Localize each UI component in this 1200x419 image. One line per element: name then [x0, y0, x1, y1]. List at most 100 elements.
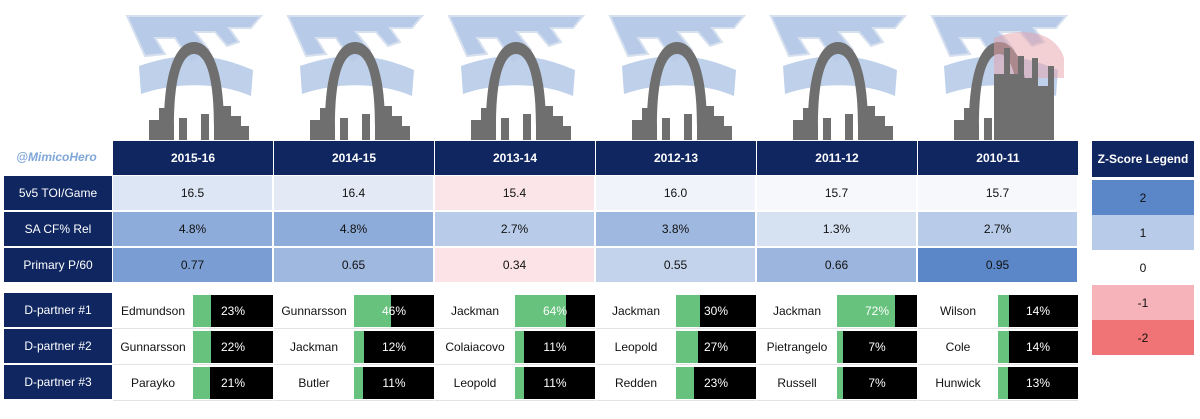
partner-name: Hunwick	[935, 376, 981, 390]
toi-share-percent: 23%	[220, 304, 246, 318]
toi-share-percent: 14%	[1025, 304, 1051, 318]
stat-cell: 0.66	[757, 248, 917, 283]
partner-cell: Russell 7%	[757, 365, 917, 401]
toi-share-bar: 11%	[515, 367, 595, 399]
toi-share-percent: 14%	[1025, 340, 1051, 354]
stat-cell: 1.3%	[757, 212, 917, 247]
partner-name: Russell	[777, 376, 817, 390]
legend-item: 0	[1092, 250, 1194, 285]
partner-name: Jackman	[289, 340, 339, 354]
partner-cell: Jackman 30%	[596, 293, 756, 329]
st-louis-blues-arch-skyline-logo-icon	[441, 8, 591, 140]
partner-name: Colaiacovo	[445, 340, 505, 354]
season-header: 2011-12	[757, 141, 917, 175]
toi-share-fill	[676, 295, 700, 327]
toi-share-percent: 72%	[864, 304, 890, 318]
toi-share-bar: 64%	[515, 295, 595, 327]
toi-share-fill	[193, 295, 211, 327]
toi-share-fill	[515, 295, 566, 327]
toi-share-percent: 30%	[703, 304, 729, 318]
toi-share-bar: 14%	[998, 295, 1078, 327]
stat-cell: 2.7%	[435, 212, 595, 247]
partner-cell: Gunnarsson 46%	[274, 293, 434, 329]
st-louis-blues-arch-skyline-logo-icon	[602, 8, 752, 140]
stat-cell: 0.77	[113, 248, 273, 283]
stat-cell: 15.4	[435, 176, 595, 211]
toi-share-bar: 21%	[193, 367, 273, 399]
st-louis-blues-arch-skyline-logo-icon	[119, 8, 269, 140]
st-louis-blues-arch-skyline-logo-icon	[924, 8, 1074, 140]
partner-cell: Jackman 72%	[757, 293, 917, 329]
logo-strip	[113, 8, 1083, 140]
stat-cell: 0.65	[274, 248, 434, 283]
toi-share-percent: 12%	[381, 340, 407, 354]
partner-cell: Edmundson 23%	[113, 293, 273, 329]
toi-share-fill	[837, 331, 843, 363]
partner-cell: Colaiacovo 11%	[435, 329, 595, 365]
toi-share-percent: 13%	[1025, 376, 1051, 390]
toi-share-bar: 27%	[676, 331, 756, 363]
stat-cell: 15.7	[918, 176, 1078, 211]
season-header: 2010-11	[918, 141, 1078, 175]
partner-name: Gunnarsson	[281, 304, 347, 318]
toi-share-bar: 23%	[676, 367, 756, 399]
partner-name: Jackman	[450, 304, 500, 318]
partner-name: Jackman	[611, 304, 661, 318]
stat-cell: 16.4	[274, 176, 434, 211]
toi-share-percent: 27%	[703, 340, 729, 354]
toi-share-bar: 23%	[193, 295, 273, 327]
toi-share-bar: 13%	[998, 367, 1078, 399]
toi-share-bar: 14%	[998, 331, 1078, 363]
partner-row-label: D-partner #1	[4, 293, 112, 329]
partner-cell: Pietrangelo 7%	[757, 329, 917, 365]
partner-cell: Gunnarsson 22%	[113, 329, 273, 365]
stat-cell: 16.0	[596, 176, 756, 211]
legend-item: -1	[1092, 285, 1194, 320]
stat-row-label: Primary P/60	[4, 248, 112, 284]
toi-share-bar: 46%	[354, 295, 434, 327]
partner-cell: Jackman 12%	[274, 329, 434, 365]
toi-share-percent: 7%	[868, 376, 886, 390]
partner-name: Parayko	[130, 376, 176, 390]
partner-cell: Leopold 27%	[596, 329, 756, 365]
toi-share-fill	[998, 367, 1008, 399]
toi-share-bar: 11%	[354, 367, 434, 399]
partner-name: Cole	[945, 340, 971, 354]
partner-name: Leopold	[614, 340, 658, 354]
toi-share-fill	[354, 331, 364, 363]
toi-share-fill	[354, 367, 363, 399]
legend-item: 1	[1092, 215, 1194, 250]
partner-name: Gunnarsson	[120, 340, 186, 354]
partner-cell: Parayko 21%	[113, 365, 273, 401]
toi-share-bar: 72%	[837, 295, 917, 327]
partner-cell: Redden 23%	[596, 365, 756, 401]
season-header: 2013-14	[435, 141, 595, 175]
toi-share-percent: 22%	[220, 340, 246, 354]
partner-name: Wilson	[939, 304, 976, 318]
season-header: 2014-15	[274, 141, 434, 175]
toi-share-percent: 64%	[542, 304, 568, 318]
toi-share-percent: 11%	[543, 376, 567, 390]
partner-cell: Cole 14%	[918, 329, 1078, 365]
partner-cell: Jackman 64%	[435, 293, 595, 329]
toi-share-fill	[193, 367, 210, 399]
partner-cell: Butler 11%	[274, 365, 434, 401]
toi-share-fill	[837, 295, 895, 327]
toi-share-percent: 46%	[381, 304, 407, 318]
toi-share-bar: 7%	[837, 331, 917, 363]
season-header: 2015-16	[113, 141, 273, 175]
st-louis-blues-arch-skyline-logo-icon	[280, 8, 430, 140]
toi-share-fill	[676, 331, 698, 363]
toi-share-bar: 7%	[837, 367, 917, 399]
stat-cell: 3.8%	[596, 212, 756, 247]
partner-cell: Leopold 11%	[435, 365, 595, 401]
season-header: 2012-13	[596, 141, 756, 175]
stat-cell: 2.7%	[918, 212, 1078, 247]
partner-row-label: D-partner #3	[4, 365, 112, 401]
toi-share-percent: 11%	[382, 376, 406, 390]
legend-item: -2	[1092, 320, 1194, 355]
toi-share-bar: 30%	[676, 295, 756, 327]
stat-cell: 15.7	[757, 176, 917, 211]
partner-name: Butler	[298, 376, 330, 390]
partner-cell: Hunwick 13%	[918, 365, 1078, 401]
